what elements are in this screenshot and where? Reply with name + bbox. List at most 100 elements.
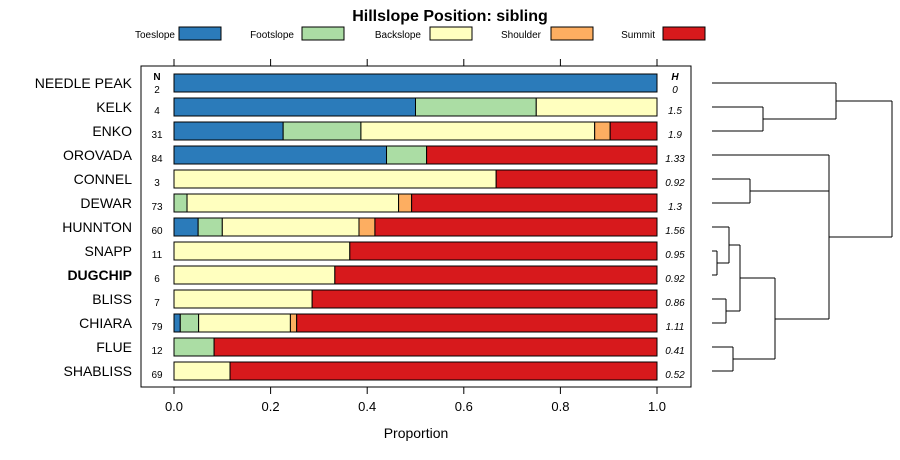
bar-segment — [426, 145, 658, 165]
legend-swatch — [429, 26, 473, 41]
row-h-value: 1.56 — [665, 226, 685, 237]
bar-segment — [173, 265, 336, 285]
legend-swatch — [301, 26, 345, 41]
bar-segment — [173, 169, 497, 189]
row-label: CHIARA — [79, 315, 133, 331]
x-axis-title: Proportion — [384, 425, 449, 441]
bar-segment — [229, 361, 658, 381]
row-n-value: 60 — [151, 226, 163, 237]
row-h-value: 1.9 — [668, 130, 682, 141]
x-tick-label: 0.6 — [455, 399, 473, 414]
row-n-value: 79 — [151, 322, 163, 333]
legend-swatch — [550, 26, 594, 41]
bar-segment — [173, 313, 181, 333]
n-column-header: N — [153, 72, 160, 83]
dendrogram-branch — [828, 101, 893, 319]
legend-swatch — [662, 26, 706, 41]
row-h-value: 1.33 — [665, 154, 685, 165]
bar-segment — [198, 313, 291, 333]
dendrogram-branch — [712, 245, 775, 324]
row-n-value: 4 — [154, 106, 160, 117]
legend-label: Summit — [621, 30, 655, 41]
x-tick-label: 0.0 — [165, 399, 183, 414]
bar-segment — [311, 289, 658, 309]
legend-label: Footslope — [250, 30, 294, 41]
row-h-value: 0.92 — [665, 274, 685, 285]
row-n-value: 69 — [151, 370, 163, 381]
bar-segment — [296, 313, 658, 333]
dendrogram-branch — [712, 226, 740, 276]
row-n-value: 6 — [154, 274, 160, 285]
bar-segment — [411, 193, 658, 213]
bar-segment — [173, 217, 199, 237]
row-n-value: 3 — [154, 178, 160, 189]
row-label: KELK — [96, 99, 132, 115]
row-label: ENKO — [92, 123, 132, 139]
row-h-value: 0 — [672, 85, 678, 96]
legend-label: Toeslope — [135, 30, 175, 41]
bar-segment — [221, 217, 360, 237]
dendrogram-branch — [712, 82, 892, 132]
bar-segment — [374, 217, 658, 237]
row-label: BLISS — [92, 291, 132, 307]
row-label: FLUE — [96, 339, 132, 355]
chart-title: Hillslope Position: sibling — [352, 8, 548, 25]
bar-segment — [289, 313, 298, 333]
row-label: SHABLISS — [64, 363, 132, 379]
bar-segment — [179, 313, 200, 333]
row-label: OROVADA — [63, 147, 133, 163]
row-label: SNAPP — [85, 243, 132, 259]
bar-segment — [386, 145, 428, 165]
bar-segment — [197, 217, 223, 237]
bar-segment — [173, 73, 658, 93]
bar-segment — [173, 97, 416, 117]
row-h-value: 0.92 — [665, 178, 685, 189]
row-n-value: 31 — [151, 130, 163, 141]
bar-segment — [535, 97, 658, 117]
bar-segment — [415, 97, 537, 117]
bar-segment — [173, 193, 188, 213]
bar-segment — [282, 121, 362, 141]
row-h-value: 1.5 — [668, 106, 682, 117]
row-h-value: 0.52 — [665, 370, 685, 381]
rows: NEEDLE PEAK 2 0 KELK 4 1.5 ENKO 31 1.9 OROVADA 84 1… — [35, 73, 685, 381]
row-h-value: 0.95 — [665, 250, 685, 261]
bar-segment — [173, 361, 231, 381]
row-label: DUGCHIP — [67, 267, 132, 283]
bar-segment — [349, 241, 658, 261]
bar-segment — [334, 265, 658, 285]
row-label: HUNNTON — [62, 219, 132, 235]
row-n-value: 12 — [151, 346, 163, 357]
dendrogram — [712, 82, 893, 372]
bar-segment — [358, 217, 376, 237]
row-n-value: 2 — [154, 85, 160, 96]
h-column-header: H — [671, 72, 679, 83]
x-tick-label: 0.8 — [551, 399, 569, 414]
row-h-value: 1.3 — [668, 202, 682, 213]
row-label: NEEDLE PEAK — [35, 75, 133, 91]
dendrogram-branch — [712, 278, 829, 372]
row-n-value: 73 — [151, 202, 163, 213]
row-label: CONNEL — [74, 171, 133, 187]
row-n-value: 7 — [154, 298, 160, 309]
bar-segment — [173, 337, 215, 357]
bar-segment — [186, 193, 400, 213]
bar-segment — [495, 169, 658, 189]
bar-segment — [173, 289, 313, 309]
bar-segment — [609, 121, 658, 141]
bar-segment — [173, 241, 351, 261]
bar-segment — [173, 121, 284, 141]
row-h-value: 0.86 — [665, 298, 685, 309]
row-label: DEWAR — [80, 195, 132, 211]
x-tick-label: 0.4 — [358, 399, 376, 414]
row-h-value: 1.11 — [666, 322, 685, 333]
legend-label: Shoulder — [501, 30, 542, 41]
row-n-value: 11 — [152, 250, 163, 261]
legend-label: Backslope — [375, 30, 422, 41]
bar-segment — [173, 145, 388, 165]
legend-swatch — [178, 26, 222, 41]
x-tick-label: 0.2 — [262, 399, 280, 414]
dendrogram-branch — [712, 154, 829, 204]
legend: Toeslope Footslope Backslope Shoulder Summit — [135, 26, 706, 41]
